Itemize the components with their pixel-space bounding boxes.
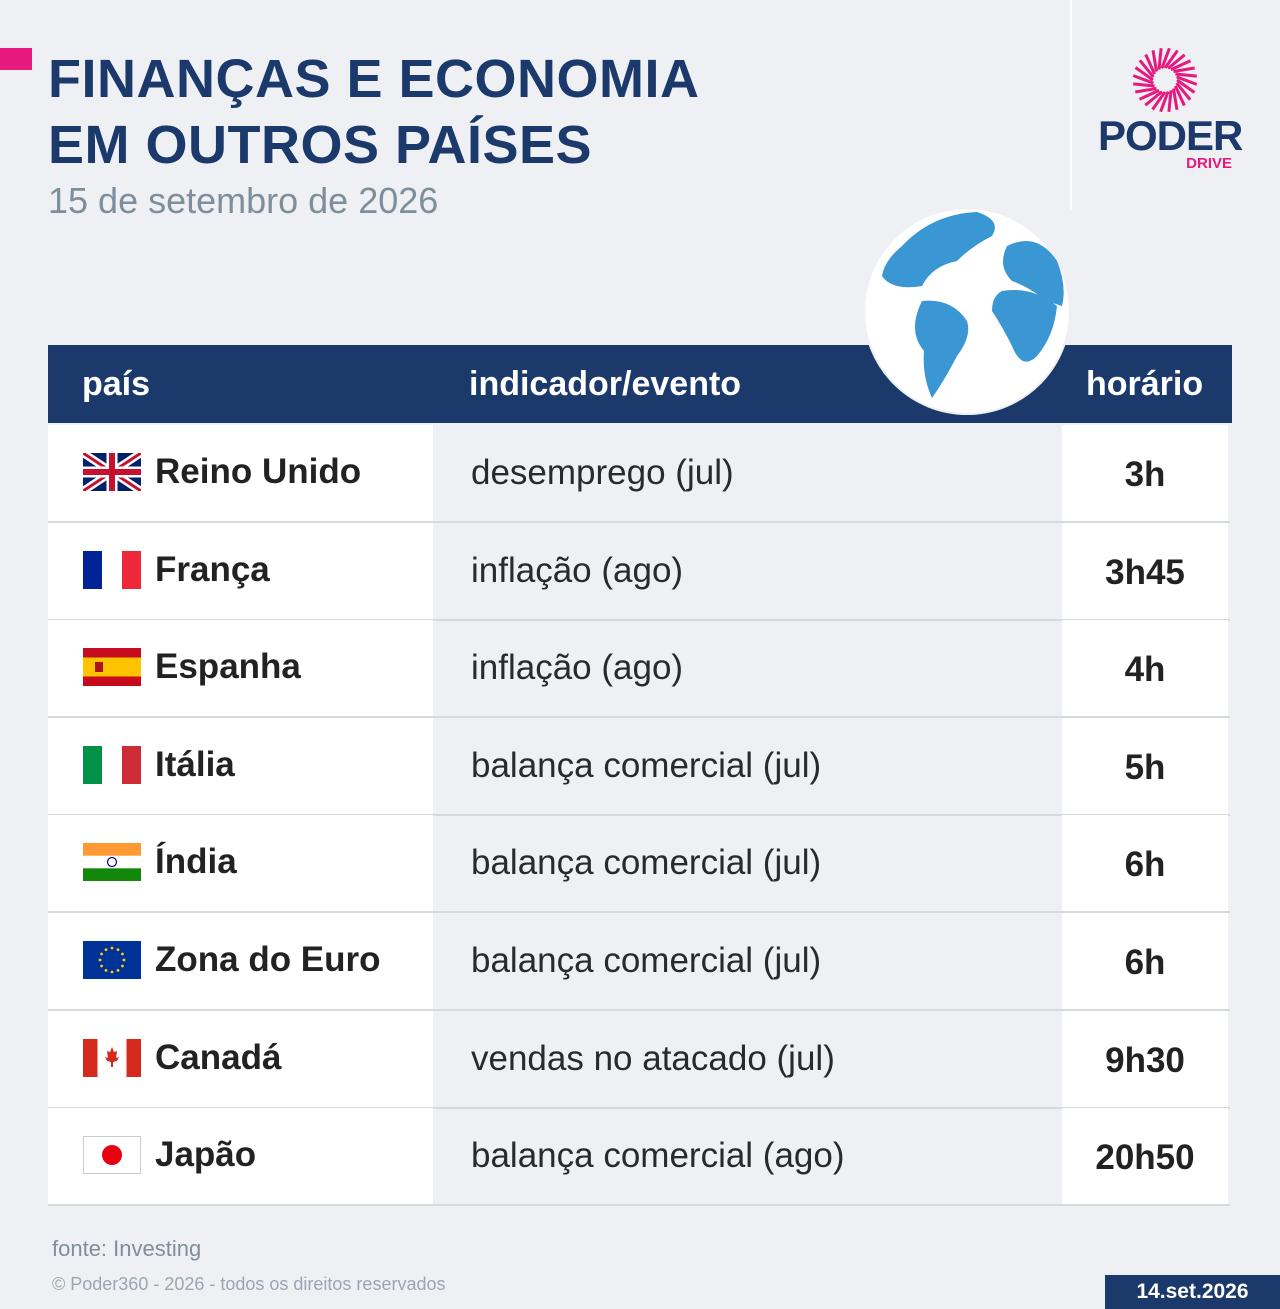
time: 3h45 <box>1105 552 1185 592</box>
cell-bg <box>1062 1010 1228 1107</box>
country: Reino Unido <box>155 452 362 491</box>
column-header: país <box>82 365 151 403</box>
flag <box>83 1136 141 1175</box>
flag <box>83 941 141 979</box>
cell-bg <box>1062 913 1228 1009</box>
table-header: país indicador/evento horário <box>48 345 1232 423</box>
flag <box>83 453 141 491</box>
title: EM OUTROS PAÍSES <box>48 115 593 175</box>
table-row: Reino Unido desemprego (jul) 3h <box>48 425 1230 523</box>
logo-sub: DRIVE <box>1186 155 1232 172</box>
date-badge: 14.set.2026 <box>1105 1275 1280 1309</box>
indicator: inflação (ago) <box>471 648 684 688</box>
table-row: Zona do Euro balança comercial (jul) 6h <box>48 913 1230 1011</box>
flag <box>83 843 141 882</box>
country: Itália <box>155 744 235 784</box>
indicator: balança comercial (jul) <box>471 843 822 883</box>
time: 9h30 <box>1105 1040 1185 1080</box>
cell-bg <box>1062 815 1228 912</box>
flag <box>83 745 141 784</box>
divider <box>1070 0 1072 210</box>
column-header: horário <box>1086 365 1204 403</box>
cell-bg <box>1062 717 1228 814</box>
flag <box>83 1038 141 1077</box>
subtitle: 15 de setembro de 2026 <box>48 180 439 221</box>
accent <box>0 48 32 70</box>
flag <box>83 550 141 589</box>
indicator: balança comercial (jul) <box>471 745 822 785</box>
country: Japão <box>155 1135 257 1175</box>
indicator: vendas no atacado (jul) <box>471 1038 835 1078</box>
indicator: balança comercial (jul) <box>471 941 822 980</box>
source: fonte: Investing <box>52 1236 202 1261</box>
table-row: Itália balança comercial (jul) 5h <box>48 717 1230 816</box>
indicator: desemprego (jul) <box>471 453 734 492</box>
country: Espanha <box>155 647 301 687</box>
logo-name: PODER <box>1098 112 1243 159</box>
time: 6h <box>1124 943 1166 982</box>
country: Índia <box>155 842 237 882</box>
time: 5h <box>1124 747 1166 787</box>
country: Canadá <box>155 1037 282 1077</box>
time: 3h <box>1124 455 1166 494</box>
cell-bg <box>1062 425 1228 521</box>
title: FINANÇAS E ECONOMIA <box>48 49 700 109</box>
cell-bg <box>1062 620 1228 717</box>
time: 4h <box>1124 650 1166 690</box>
flag <box>83 648 141 687</box>
time: 6h <box>1124 845 1166 885</box>
column-header: indicador/evento <box>469 365 742 403</box>
table-row: Índia balança comercial (jul) 6h <box>48 815 1230 914</box>
globe <box>863 207 1071 415</box>
country: França <box>155 549 270 589</box>
indicator: inflação (ago) <box>471 550 684 590</box>
table-row: Canadá vendas no atacado (jul) 9h30 <box>48 1010 1230 1109</box>
cell-bg <box>1062 1108 1228 1205</box>
country: Zona do Euro <box>155 940 381 979</box>
copyright: © Poder360 - 2026 - todos os direitos re… <box>52 1274 446 1294</box>
table-row: Espanha inflação (ago) 4h <box>48 620 1230 719</box>
time: 20h50 <box>1095 1138 1195 1178</box>
cell-bg <box>1062 522 1228 619</box>
logo-icon <box>1132 47 1198 113</box>
indicator: balança comercial (ago) <box>471 1136 845 1176</box>
table-row: Japão balança comercial (ago) 20h50 <box>48 1108 1230 1207</box>
table-row: França inflação (ago) 3h45 <box>48 522 1230 621</box>
